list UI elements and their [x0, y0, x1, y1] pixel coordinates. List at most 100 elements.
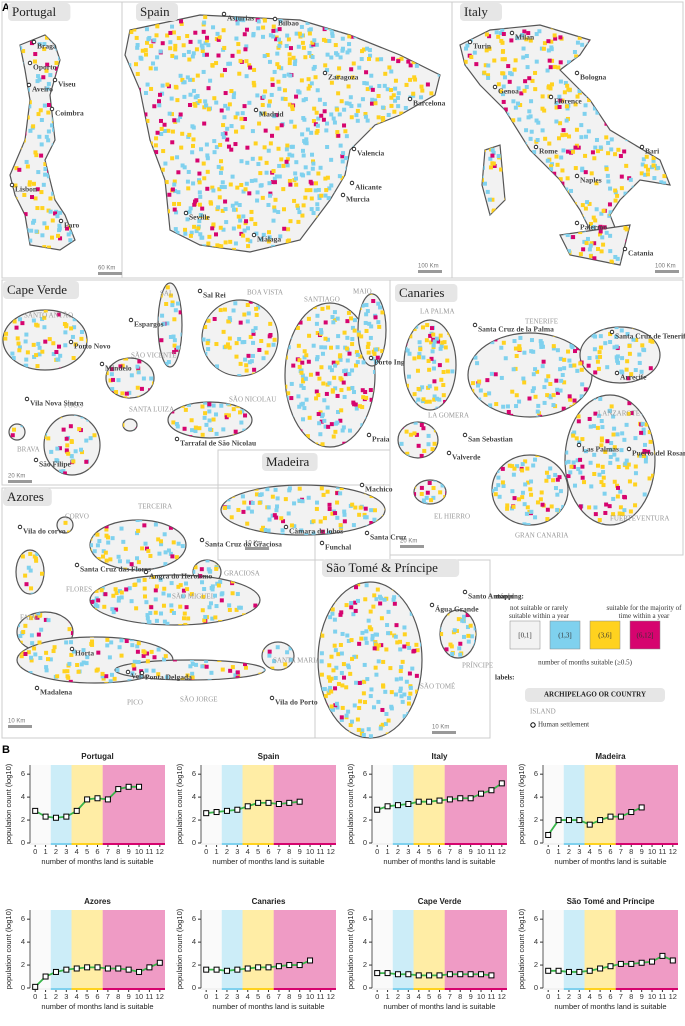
suitability-cell [73, 535, 78, 540]
suitability-cell [623, 113, 628, 118]
suitability-cell [30, 541, 35, 546]
suitability-cell [576, 419, 581, 424]
suitability-cell [648, 35, 653, 40]
suitability-cell [99, 459, 104, 464]
island-label: TERCEIRA [138, 503, 172, 511]
suitability-cell [512, 131, 517, 136]
scale-label: 10 Km [8, 719, 25, 725]
suitability-cell [93, 362, 98, 367]
suitability-cell [609, 85, 614, 90]
suitability-cell [588, 34, 593, 39]
suitability-cell [656, 390, 660, 395]
suitability-cell [373, 32, 378, 37]
suitability-cell [44, 668, 49, 673]
suitability-cell [272, 114, 277, 119]
suitability-cell [519, 418, 524, 423]
suitability-cell [235, 111, 240, 116]
suitability-cell [219, 283, 224, 288]
suitability-cell [144, 27, 149, 32]
suitability-cell [135, 168, 140, 173]
suitability-cell [53, 181, 58, 186]
suitability-cell [309, 236, 314, 241]
place-label: Zaragoza [328, 73, 359, 82]
suitability-cell [126, 199, 131, 204]
place-label: Santa Cruz de Tenerife [615, 332, 685, 341]
suitability-cell [315, 313, 320, 318]
suitability-cell [143, 91, 148, 96]
suitability-cell [160, 83, 165, 88]
suitability-cell [270, 513, 275, 518]
suitability-cell [472, 50, 477, 55]
suitability-cell [469, 88, 474, 93]
suitability-cell [524, 511, 529, 516]
suitability-cell [245, 303, 250, 308]
suitability-cell [338, 418, 343, 423]
suitability-cell [285, 608, 290, 613]
suitability-cell [145, 118, 150, 123]
suitability-cell [278, 234, 283, 239]
suitability-cell [350, 165, 355, 170]
suitability-cell [388, 124, 393, 129]
suitability-cell [345, 468, 350, 473]
suitability-cell [598, 334, 603, 339]
suitability-cell [110, 536, 115, 541]
suitability-cell [445, 369, 450, 374]
suitability-cell [51, 578, 56, 583]
suitability-cell [281, 432, 286, 437]
suitability-cell [438, 230, 440, 235]
suitability-cell [402, 233, 407, 238]
suitability-cell [26, 650, 31, 655]
suitability-cell [277, 620, 282, 625]
suitability-cell [647, 207, 652, 212]
suitability-cell [229, 89, 234, 94]
suitability-cell [490, 340, 495, 345]
suitability-cell [182, 451, 187, 456]
suitability-cell [413, 77, 418, 82]
suitability-cell [55, 389, 60, 394]
suitability-cell [547, 227, 552, 232]
suitability-cell [593, 392, 598, 397]
suitability-cell [179, 21, 184, 26]
suitability-cell [16, 387, 21, 392]
suitability-cell [305, 127, 310, 132]
suitability-cell [69, 439, 74, 444]
suitability-cell [364, 328, 369, 333]
suitability-cell [18, 131, 23, 136]
suitability-cell [154, 213, 159, 218]
suitability-cell [193, 429, 198, 434]
suitability-cell [147, 332, 152, 337]
suitability-cell [548, 86, 553, 91]
suitability-cell [525, 205, 530, 210]
suitability-cell [260, 372, 265, 377]
suitability-cell [620, 52, 625, 57]
suitability-cell [206, 567, 211, 572]
suitability-cell [549, 39, 554, 44]
suitability-cell [537, 259, 542, 264]
suitability-cell [651, 155, 656, 160]
suitability-cell [639, 190, 644, 195]
suitability-cell [512, 261, 517, 265]
suitability-cell [421, 498, 426, 503]
place-label: Turin [473, 42, 492, 51]
suitability-cell [520, 468, 525, 473]
suitability-cell [506, 64, 511, 69]
suitability-cell [261, 25, 266, 30]
suitability-cell [561, 406, 566, 411]
suitability-cell [325, 52, 330, 57]
suitability-cell [282, 423, 287, 428]
suitability-cell [151, 461, 156, 466]
suitability-cell [136, 578, 141, 583]
suitability-cell [291, 363, 296, 368]
suitability-cell [323, 193, 328, 198]
suitability-cell [40, 233, 45, 238]
suitability-cell [414, 201, 419, 206]
suitability-cell [512, 230, 517, 235]
suitability-cell [390, 180, 395, 185]
suitability-cell [565, 149, 570, 154]
suitability-cell [595, 355, 600, 360]
suitability-cell [557, 475, 562, 480]
suitability-cell [46, 436, 51, 441]
suitability-cell [195, 101, 200, 106]
suitability-cell [20, 79, 25, 84]
suitability-cell [393, 98, 398, 103]
